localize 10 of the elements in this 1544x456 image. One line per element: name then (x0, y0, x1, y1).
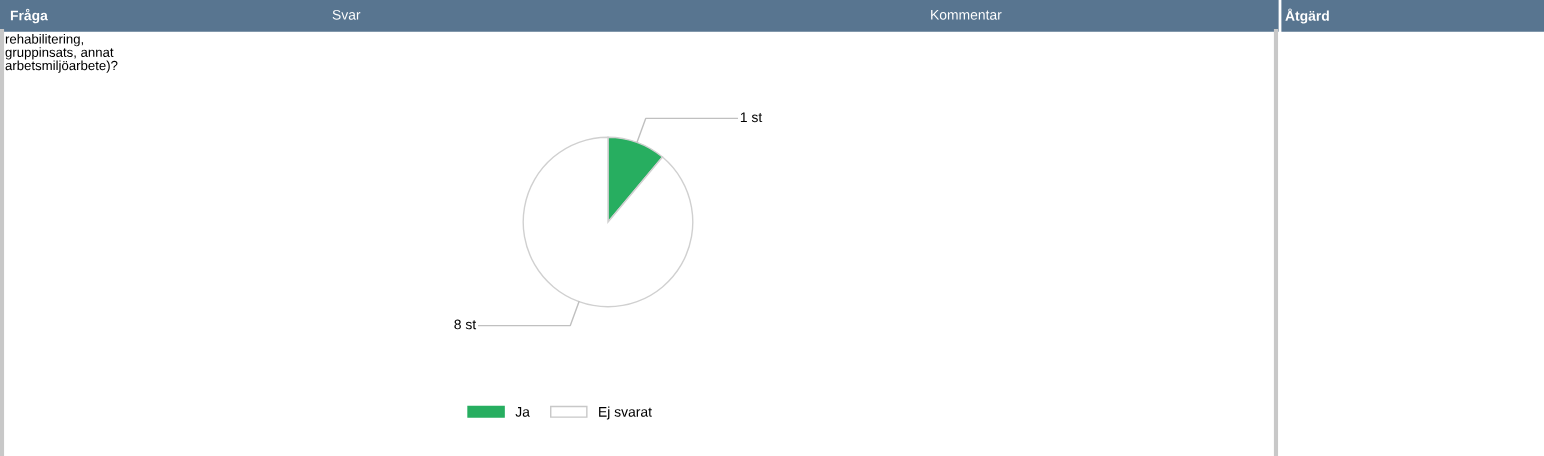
text: Svar (332, 9, 361, 20)
pie-slice (522, 136, 694, 308)
legend-label: Ej svarat (599, 406, 652, 420)
text: Kommentar (931, 10, 1002, 20)
data-label: 1 st (740, 112, 763, 123)
data-label: 8 st (454, 319, 477, 330)
text: Fråga (10, 8, 48, 24)
legend-label: Ja (515, 407, 530, 417)
text: Åtgärd (1285, 8, 1329, 24)
text: rehabilitering, gruppinsats, annat arbetsmiljöarbete)? (5, 34, 118, 73)
